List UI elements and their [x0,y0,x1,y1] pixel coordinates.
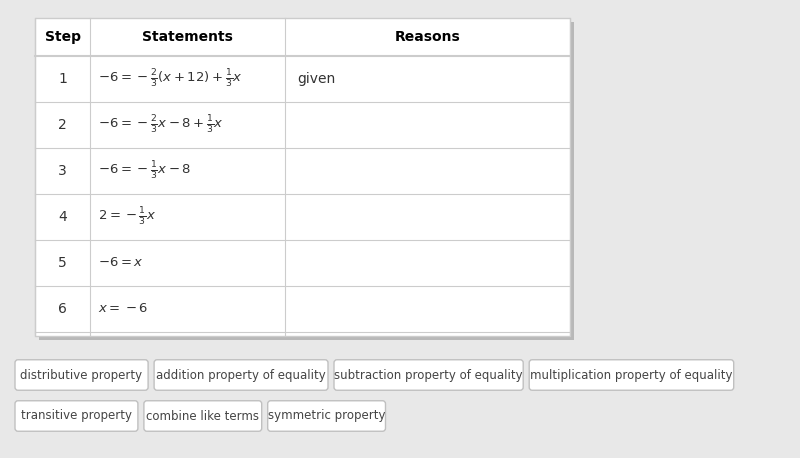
Text: addition property of equality: addition property of equality [156,369,326,382]
FancyBboxPatch shape [268,401,386,431]
Text: transitive property: transitive property [21,409,132,422]
Text: $2 = -\frac{1}{3}x$: $2 = -\frac{1}{3}x$ [98,206,157,228]
Text: Step: Step [45,30,81,44]
Text: $-6 = -\frac{1}{3}x - 8$: $-6 = -\frac{1}{3}x - 8$ [98,160,191,182]
Bar [35,18,570,336]
Text: 4: 4 [58,210,67,224]
FancyBboxPatch shape [144,401,262,431]
Text: 5: 5 [58,256,67,270]
Text: distributive property: distributive property [21,369,142,382]
FancyBboxPatch shape [530,360,734,390]
Text: $-6 = -\frac{2}{3}(x + 12) + \frac{1}{3}x$: $-6 = -\frac{2}{3}(x + 12) + \frac{1}{3}… [98,68,242,90]
FancyBboxPatch shape [334,360,523,390]
Text: multiplication property of equality: multiplication property of equality [530,369,733,382]
FancyBboxPatch shape [154,360,328,390]
Text: Statements: Statements [142,30,233,44]
Text: given: given [297,72,335,86]
Text: 3: 3 [58,164,67,178]
FancyBboxPatch shape [15,360,148,390]
Text: 1: 1 [58,72,67,86]
Text: $x = -6$: $x = -6$ [98,302,148,316]
Bar [39,22,574,340]
Text: Reasons: Reasons [394,30,460,44]
Text: subtraction property of equality: subtraction property of equality [334,369,523,382]
Text: 2: 2 [58,118,67,132]
FancyBboxPatch shape [15,401,138,431]
Text: $-6 = x$: $-6 = x$ [98,256,144,269]
Text: symmetric property: symmetric property [268,409,386,422]
Text: 6: 6 [58,302,67,316]
Text: combine like terms: combine like terms [146,409,259,422]
Text: $-6 = -\frac{2}{3}x - 8 + \frac{1}{3}x$: $-6 = -\frac{2}{3}x - 8 + \frac{1}{3}x$ [98,114,224,136]
